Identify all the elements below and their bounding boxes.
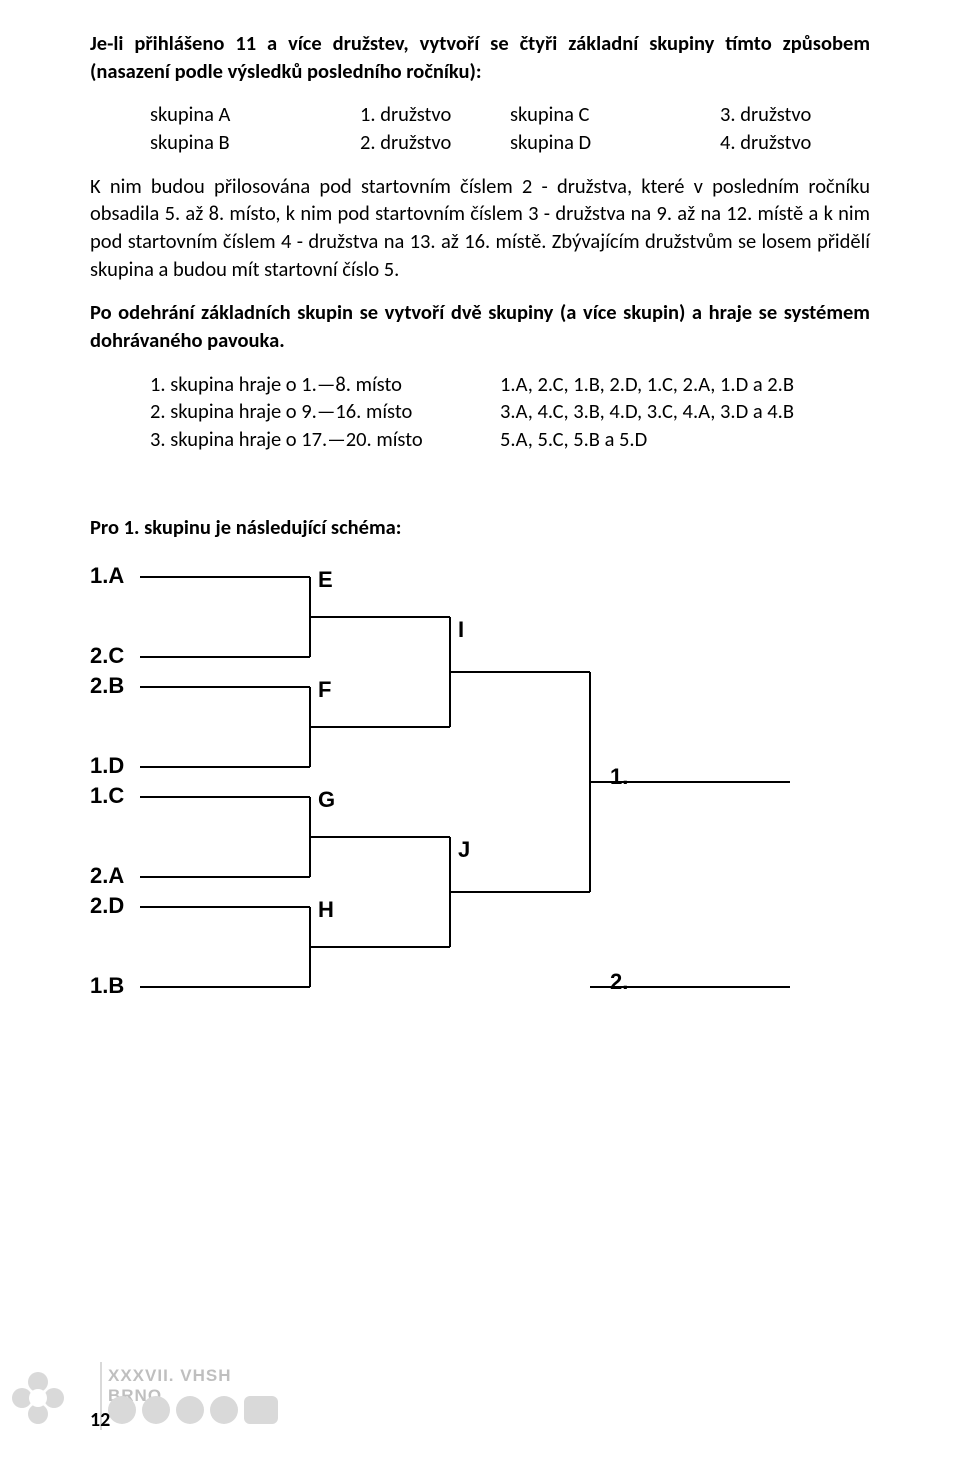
bracket-label: E (318, 567, 333, 593)
intro-paragraph: Je-li přihlášeno 11 a více družstev, vyt… (90, 30, 870, 85)
bracket-label: F (318, 677, 331, 703)
bracket-label: 2.A (90, 863, 124, 889)
list-row-1-right: 1.A, 2.C, 1.B, 2.D, 1.C, 2.A, 1.D a 2.B (500, 371, 870, 399)
list-row-2-left: 2. skupina hraje o 9.—16. místo (150, 398, 500, 426)
page-number: 12 (90, 1408, 110, 1432)
bracket-label: 2.D (90, 893, 124, 919)
bracket-label: G (318, 787, 335, 813)
bracket-label: 2.C (90, 643, 124, 669)
list-row-1-left: 1. skupina hraje o 1.—8. místo (150, 371, 500, 399)
list-row-3-left: 3. skupina hraje o 17.—20. místo (150, 426, 500, 454)
bracket-svg (90, 557, 870, 997)
bracket-label: 1.A (90, 563, 124, 589)
list-row-3-right: 5.A, 5.C, 5.B a 5.D (500, 426, 870, 454)
bracket-label: 1. (610, 764, 628, 790)
bracket-label: 2. (610, 969, 628, 995)
flower-icon (8, 1368, 68, 1428)
footer-sport-icon (142, 1396, 170, 1424)
footer-logo-area: XXXVII. VHSH BRNO (0, 1366, 240, 1436)
group-d-team: 4. družstvo (720, 129, 870, 157)
list-row-2-right: 3.A, 4.C, 3.B, 4.D, 3.C, 4.A, 3.D a 4.B (500, 398, 870, 426)
footer-sport-icon (210, 1396, 238, 1424)
bracket-label: H (318, 897, 334, 923)
group-a-team: 1. družstvo (360, 101, 510, 129)
group-c: skupina C (510, 101, 720, 129)
footer-sport-icon (244, 1396, 278, 1424)
bracket-label: 1.D (90, 753, 124, 779)
group-b: skupina B (150, 129, 360, 157)
bracket-label: 1.B (90, 973, 124, 999)
footer-sport-icon (108, 1396, 136, 1424)
bracket-label: 2.B (90, 673, 124, 699)
group-d: skupina D (510, 129, 720, 157)
group-b-team: 2. družstvo (360, 129, 510, 157)
schema-title: Pro 1. skupinu je následující schéma: (90, 514, 870, 542)
bracket-label: 1.C (90, 783, 124, 809)
intro-bold: Je-li přihlášeno 11 a více družstev, vyt… (90, 30, 870, 84)
bracket-diagram: 1.A 2.C 2.B 1.D 1.C 2.A 2.D 1.B E F G H I J 1. 2. (90, 557, 870, 997)
group-a: skupina A (150, 101, 360, 129)
seeding-paragraph: K nim budou přilosována pod startovním č… (90, 173, 870, 284)
playoff-paragraph: Po odehrání základních skupin se vytvoří… (90, 299, 870, 354)
groups-table: skupina A skupina B 1. družstvo 2. družs… (150, 101, 870, 156)
bracket-label: I (458, 617, 464, 643)
group-c-team: 3. družstvo (720, 101, 870, 129)
groups-play-list: 1. skupina hraje o 1.—8. místo 1.A, 2.C,… (150, 371, 870, 454)
footer-sport-icon (176, 1396, 204, 1424)
bracket-label: J (458, 837, 470, 863)
